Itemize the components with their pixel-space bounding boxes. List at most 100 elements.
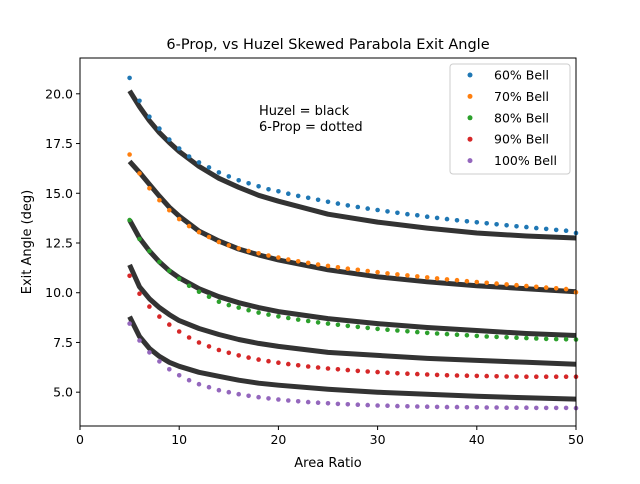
data-point	[553, 405, 559, 411]
data-point	[147, 304, 152, 309]
data-point	[216, 347, 222, 353]
data-point	[524, 283, 529, 289]
data-point	[375, 403, 380, 408]
data-point	[395, 328, 400, 333]
data-point	[276, 314, 281, 319]
data-point	[157, 126, 162, 131]
data-point	[305, 318, 311, 324]
data-point	[236, 391, 241, 397]
data-point	[286, 361, 291, 367]
data-point	[295, 363, 301, 368]
data-point	[345, 402, 351, 407]
chart-title: 6-Prop, vs Huzel Skewed Parabola Exit An…	[166, 37, 489, 53]
data-point	[157, 259, 162, 265]
data-point	[444, 404, 450, 410]
data-point	[514, 405, 519, 411]
data-point	[137, 171, 142, 176]
data-point	[276, 255, 281, 260]
data-point	[444, 373, 450, 378]
data-point	[305, 399, 311, 405]
data-point	[355, 368, 361, 374]
data-point	[186, 223, 192, 229]
annotation-6prop: 6-Prop = dotted	[259, 120, 363, 135]
legend-label: 90% Bell	[494, 132, 549, 147]
data-point	[236, 353, 241, 358]
data-point	[186, 335, 192, 340]
data-point	[563, 405, 569, 411]
data-point	[186, 377, 192, 383]
annotation-huzel: Huzel = black	[259, 104, 350, 119]
axes: 0 10 20 30 40 50 5.0 7.5 10.0 12.5 15.0 17.5 20.0	[45, 86, 584, 447]
data-point	[186, 154, 192, 159]
data-point	[415, 329, 420, 335]
data-point	[236, 305, 241, 310]
data-point	[246, 181, 251, 186]
data-point	[494, 222, 499, 227]
data-point	[454, 373, 460, 378]
data-point	[216, 387, 222, 393]
data-point	[514, 282, 519, 288]
data-point	[405, 371, 410, 377]
data-point	[345, 367, 351, 373]
data-point	[524, 405, 529, 411]
data-point	[226, 243, 232, 248]
data-point	[405, 329, 410, 334]
data-point	[305, 364, 311, 369]
data-point	[315, 197, 321, 203]
data-point	[236, 246, 241, 251]
data-point	[553, 336, 559, 342]
data-point	[563, 228, 569, 233]
y-tick-label: 5.0	[53, 385, 73, 400]
data-point	[176, 146, 182, 151]
data-point	[474, 333, 480, 339]
data-point	[226, 174, 232, 179]
data-point	[345, 266, 351, 272]
data-point	[226, 302, 232, 308]
data-point	[365, 325, 371, 331]
data-point	[563, 286, 569, 292]
data-point	[543, 285, 549, 290]
data-point	[167, 137, 172, 142]
data-point	[286, 398, 291, 403]
data-point	[434, 215, 440, 221]
data-point	[385, 327, 390, 333]
data-point	[157, 359, 162, 364]
data-point	[375, 207, 380, 213]
data-point	[216, 170, 222, 175]
data-point	[266, 312, 271, 317]
legend: 60% Bell 70% Bell 80% Bell 90% Bell 100% Bel…	[449, 63, 571, 175]
legend-marker	[467, 158, 473, 164]
data-point	[196, 160, 202, 165]
legend-label: 70% Bell	[494, 89, 549, 104]
data-point	[365, 369, 371, 374]
data-point	[365, 402, 371, 408]
x-tick-label: 50	[568, 432, 584, 447]
data-point	[335, 201, 341, 206]
data-point	[127, 75, 132, 81]
data-point	[335, 401, 341, 407]
data-point	[553, 374, 559, 380]
data-point	[256, 310, 261, 315]
data-point	[216, 239, 222, 245]
legend-marker	[467, 136, 473, 142]
data-point	[563, 374, 569, 380]
data-point	[385, 370, 390, 376]
data-point	[553, 227, 559, 233]
data-point	[325, 366, 331, 371]
data-point	[216, 299, 222, 305]
data-point	[464, 405, 470, 410]
data-point	[395, 371, 400, 376]
x-tick-label: 10	[171, 432, 187, 447]
data-point	[196, 289, 202, 295]
data-point	[375, 369, 380, 375]
data-point	[137, 338, 142, 343]
data-point	[365, 268, 371, 274]
data-point	[276, 397, 281, 402]
y-tick-label: 7.5	[53, 335, 73, 350]
data-point	[256, 184, 261, 189]
data-point	[464, 219, 470, 224]
data-point	[355, 204, 361, 210]
x-tick-label: 30	[370, 432, 386, 447]
data-point	[514, 335, 519, 341]
